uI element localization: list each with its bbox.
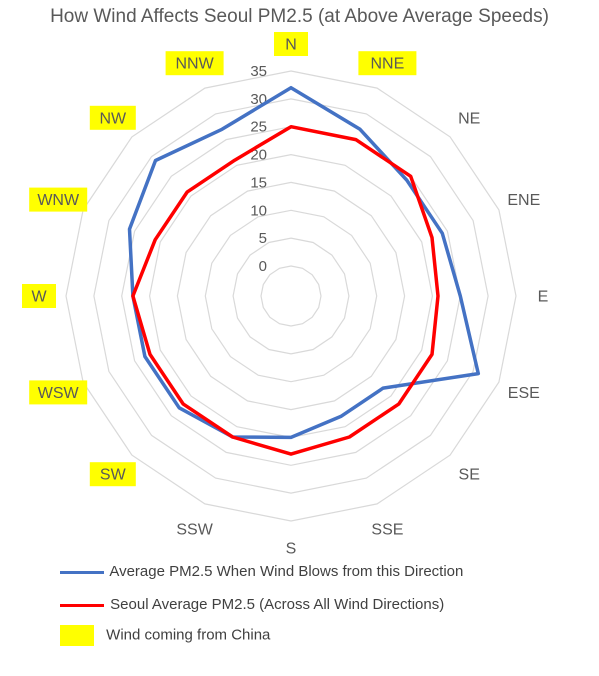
chart-title: How Wind Affects Seoul PM2.5 (at Above A…	[50, 6, 549, 27]
svg-text:S: S	[286, 541, 297, 558]
svg-text:NE: NE	[458, 110, 480, 127]
tick-label: 35	[250, 63, 267, 80]
highlight-box	[29, 380, 88, 405]
highlight-box	[22, 284, 56, 308]
category-label: S	[286, 541, 297, 558]
highlight-box	[89, 105, 136, 130]
category-label: NE	[458, 110, 480, 127]
tick-label: 15	[250, 174, 267, 191]
tick-label: 0	[259, 258, 267, 275]
tick-label: 5	[259, 230, 267, 247]
category-label: SE	[459, 467, 480, 484]
legend-label-highlight: Wind coming from China	[106, 626, 271, 644]
category-label: SSW	[176, 521, 213, 538]
grid-ring	[204, 209, 378, 383]
grid-ring	[260, 265, 322, 327]
svg-text:SSE: SSE	[371, 521, 403, 538]
category-label: ESE	[508, 385, 540, 402]
svg-text:ESE: ESE	[508, 385, 540, 402]
tick-label: 10	[250, 202, 267, 219]
grid-ring	[93, 98, 489, 494]
grid-ring	[176, 181, 406, 411]
svg-text:SE: SE	[459, 467, 480, 484]
svg-text:E: E	[538, 289, 549, 306]
category-label: WNW	[29, 187, 88, 212]
grid-ring	[121, 126, 461, 466]
svg-text:WNW: WNW	[37, 192, 80, 209]
svg-text:W: W	[31, 289, 47, 306]
category-label: NW	[89, 105, 136, 130]
category-labels: N NNE NE ENE E ESE SE SSE S SSW SW WSW W WNW NW NNW	[22, 32, 548, 558]
highlight-box	[358, 51, 417, 76]
grid-ring	[148, 153, 434, 439]
category-label: WSW	[29, 380, 88, 405]
highlight-box	[274, 32, 308, 56]
legend-swatch-series-1	[60, 570, 104, 574]
legend-swatch-highlight	[60, 625, 94, 646]
legend-item-series-2: Seoul Average PM2.5 (Across All Wind Dir…	[60, 596, 444, 613]
svg-text:ENE: ENE	[507, 192, 540, 209]
svg-text:SW: SW	[100, 467, 127, 484]
svg-text:WSW: WSW	[38, 385, 80, 402]
highlight-box	[89, 462, 136, 487]
svg-text:N: N	[285, 37, 297, 54]
category-label: W	[22, 284, 56, 308]
category-label: ENE	[507, 192, 540, 209]
category-label: NNE	[358, 51, 417, 76]
highlight-box	[29, 187, 88, 212]
category-label: NNW	[165, 51, 224, 76]
series-line-2	[131, 124, 440, 456]
highlight-box	[165, 51, 224, 76]
legend-label-series-1: Average PM2.5 When Wind Blows from this …	[109, 563, 464, 580]
svg-text:NNW: NNW	[175, 56, 214, 73]
svg-text:NW: NW	[99, 110, 127, 127]
series-line-1	[127, 85, 481, 440]
legend-label-series-2: Seoul Average PM2.5 (Across All Wind Dir…	[110, 596, 445, 613]
category-label: E	[538, 289, 549, 306]
grid-ring	[232, 237, 350, 355]
category-label: N	[274, 32, 308, 56]
tick-label: 20	[250, 147, 267, 164]
category-label: SW	[89, 462, 136, 487]
tick-label: 25	[250, 119, 267, 136]
legend-item-highlight: Wind coming from China	[60, 625, 270, 646]
svg-text:NNE: NNE	[371, 56, 405, 73]
svg-text:SSW: SSW	[176, 521, 213, 538]
category-label: SSE	[371, 521, 403, 538]
series-lines	[127, 85, 481, 456]
grid-ring	[65, 70, 517, 522]
legend-item-series-1: Average PM2.5 When Wind Blows from this …	[60, 563, 463, 580]
legend-swatch-series-2	[60, 603, 104, 607]
